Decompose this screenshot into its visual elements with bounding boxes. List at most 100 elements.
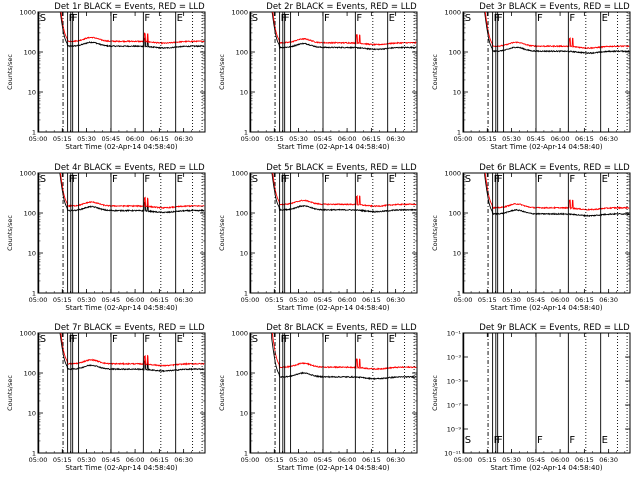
x-tick-label: 05:30 bbox=[502, 456, 521, 464]
marker-label: E bbox=[389, 13, 395, 24]
plot-frame bbox=[37, 11, 206, 133]
y-axis-label: Counts/sec bbox=[6, 215, 14, 251]
x-tick-label: 05:00 bbox=[29, 296, 48, 304]
marker-label: F bbox=[144, 174, 150, 185]
panel-det-6: Det 6r BLACK = Events, RED = LLD Counts/s… bbox=[431, 163, 631, 312]
x-tick-label: 05:00 bbox=[29, 135, 48, 143]
y-tick-label: 10⁻⁹ bbox=[447, 426, 462, 434]
plot-frame bbox=[249, 172, 418, 294]
x-tick-label: 06:00 bbox=[551, 135, 570, 143]
y-tick-label: 1 bbox=[32, 450, 36, 458]
marker-label: F bbox=[281, 174, 287, 185]
marker-label: S bbox=[40, 334, 46, 345]
y-tick-label: 10⁻³ bbox=[447, 354, 462, 362]
x-axis-label: Start Time (02-Apr-14 04:58:40) bbox=[490, 143, 602, 151]
y-tick-label: 1000 bbox=[19, 9, 36, 17]
marker-label: F bbox=[144, 13, 150, 24]
x-axis-label: Start Time (02-Apr-14 04:58:40) bbox=[65, 143, 177, 151]
marker-label: F bbox=[494, 435, 500, 446]
y-tick-label: 100 bbox=[24, 49, 36, 57]
x-axis-label: Start Time (02-Apr-14 04:58:40) bbox=[277, 464, 389, 472]
marker-label: E bbox=[177, 13, 183, 24]
panel-det-3: Det 3r BLACK = Events, RED = LLD Counts/s… bbox=[431, 2, 631, 151]
x-tick-label: 05:15 bbox=[478, 135, 497, 143]
marker-label: F bbox=[356, 13, 362, 24]
x-tick-label: 05:45 bbox=[313, 135, 332, 143]
y-axis-label: Counts/sec bbox=[431, 375, 439, 411]
x-axis-label: Start Time (02-Apr-14 04:58:40) bbox=[277, 143, 389, 151]
panel-det-8: Det 8r BLACK = Events, RED = LLD Counts/s… bbox=[218, 323, 418, 472]
x-tick-label: 05:00 bbox=[29, 456, 48, 464]
y-tick-label: 1000 bbox=[231, 170, 248, 178]
x-axis-label: Start Time (02-Apr-14 04:58:40) bbox=[65, 464, 177, 472]
marker-label: F bbox=[112, 13, 118, 24]
x-tick-label: 06:15 bbox=[575, 296, 594, 304]
x-tick-label: 06:30 bbox=[386, 296, 405, 304]
y-tick-label: 10 bbox=[453, 250, 461, 258]
x-tick-label: 05:45 bbox=[313, 456, 332, 464]
marker-label: S bbox=[465, 435, 471, 446]
y-tick-label: 1000 bbox=[444, 170, 461, 178]
y-tick-label: 100 bbox=[449, 210, 461, 218]
panel-det-9: Det 9r BLACK = Events, RED = LLD Counts/s… bbox=[431, 323, 631, 472]
x-tick-label: 05:00 bbox=[241, 135, 260, 143]
x-tick-label: 06:30 bbox=[599, 135, 618, 143]
marker-label: F bbox=[356, 334, 362, 345]
y-tick-label: 1 bbox=[244, 129, 248, 137]
marker-label: F bbox=[494, 13, 500, 24]
y-tick-label: 100 bbox=[236, 370, 248, 378]
x-tick-label: 05:15 bbox=[265, 296, 284, 304]
x-tick-label: 05:45 bbox=[313, 296, 332, 304]
marker-label: E bbox=[602, 13, 608, 24]
y-tick-label: 1 bbox=[244, 290, 248, 298]
panel-title: Det 2r BLACK = Events, RED = LLD bbox=[266, 2, 417, 12]
x-tick-label: 05:15 bbox=[53, 456, 72, 464]
panel-title: Det 5r BLACK = Events, RED = LLD bbox=[266, 163, 417, 173]
plot-frame bbox=[37, 332, 206, 454]
y-tick-label: 1000 bbox=[444, 9, 461, 17]
x-tick-label: 05:15 bbox=[53, 296, 72, 304]
plot-frame bbox=[37, 172, 206, 294]
x-tick-label: 06:15 bbox=[150, 296, 169, 304]
marker-label: F bbox=[112, 334, 118, 345]
marker-label: F bbox=[112, 174, 118, 185]
panel-title: Det 6r BLACK = Events, RED = LLD bbox=[479, 163, 630, 173]
x-tick-label: 06:30 bbox=[174, 456, 193, 464]
y-axis-label: Counts/sec bbox=[218, 215, 226, 251]
x-tick-label: 06:30 bbox=[386, 135, 405, 143]
y-tick-label: 10 bbox=[28, 250, 36, 258]
x-axis-label: Start Time (02-Apr-14 04:58:40) bbox=[490, 304, 602, 312]
marker-label: E bbox=[389, 334, 395, 345]
y-tick-label: 1000 bbox=[231, 9, 248, 17]
x-tick-label: 06:15 bbox=[575, 135, 594, 143]
x-tick-label: 05:30 bbox=[289, 456, 308, 464]
x-tick-label: 06:00 bbox=[338, 296, 357, 304]
y-axis-label: Counts/sec bbox=[218, 54, 226, 90]
panel-title: Det 4r BLACK = Events, RED = LLD bbox=[54, 163, 205, 173]
marker-label: F bbox=[69, 174, 75, 185]
x-tick-label: 06:30 bbox=[599, 296, 618, 304]
x-tick-label: 06:00 bbox=[338, 135, 357, 143]
marker-label: S bbox=[252, 13, 258, 24]
x-tick-label: 05:45 bbox=[526, 135, 545, 143]
plot-frame bbox=[249, 332, 418, 454]
x-tick-label: 06:00 bbox=[551, 456, 570, 464]
x-tick-label: 05:00 bbox=[241, 456, 260, 464]
y-tick-label: 100 bbox=[24, 210, 36, 218]
y-tick-label: 10⁻⁷ bbox=[447, 402, 462, 410]
y-tick-label: 1 bbox=[244, 450, 248, 458]
plot-frame bbox=[249, 11, 418, 133]
y-axis-label: Counts/sec bbox=[6, 54, 14, 90]
x-tick-label: 05:45 bbox=[526, 456, 545, 464]
x-tick-label: 05:00 bbox=[241, 296, 260, 304]
marker-label: F bbox=[537, 174, 543, 185]
y-tick-label: 1 bbox=[457, 290, 461, 298]
y-tick-label: 1 bbox=[457, 129, 461, 137]
marker-label: F bbox=[569, 13, 575, 24]
marker-label: S bbox=[465, 13, 471, 24]
marker-label: E bbox=[177, 174, 183, 185]
x-tick-label: 06:30 bbox=[174, 296, 193, 304]
marker-label: F bbox=[497, 174, 503, 185]
x-tick-label: 06:00 bbox=[126, 456, 145, 464]
